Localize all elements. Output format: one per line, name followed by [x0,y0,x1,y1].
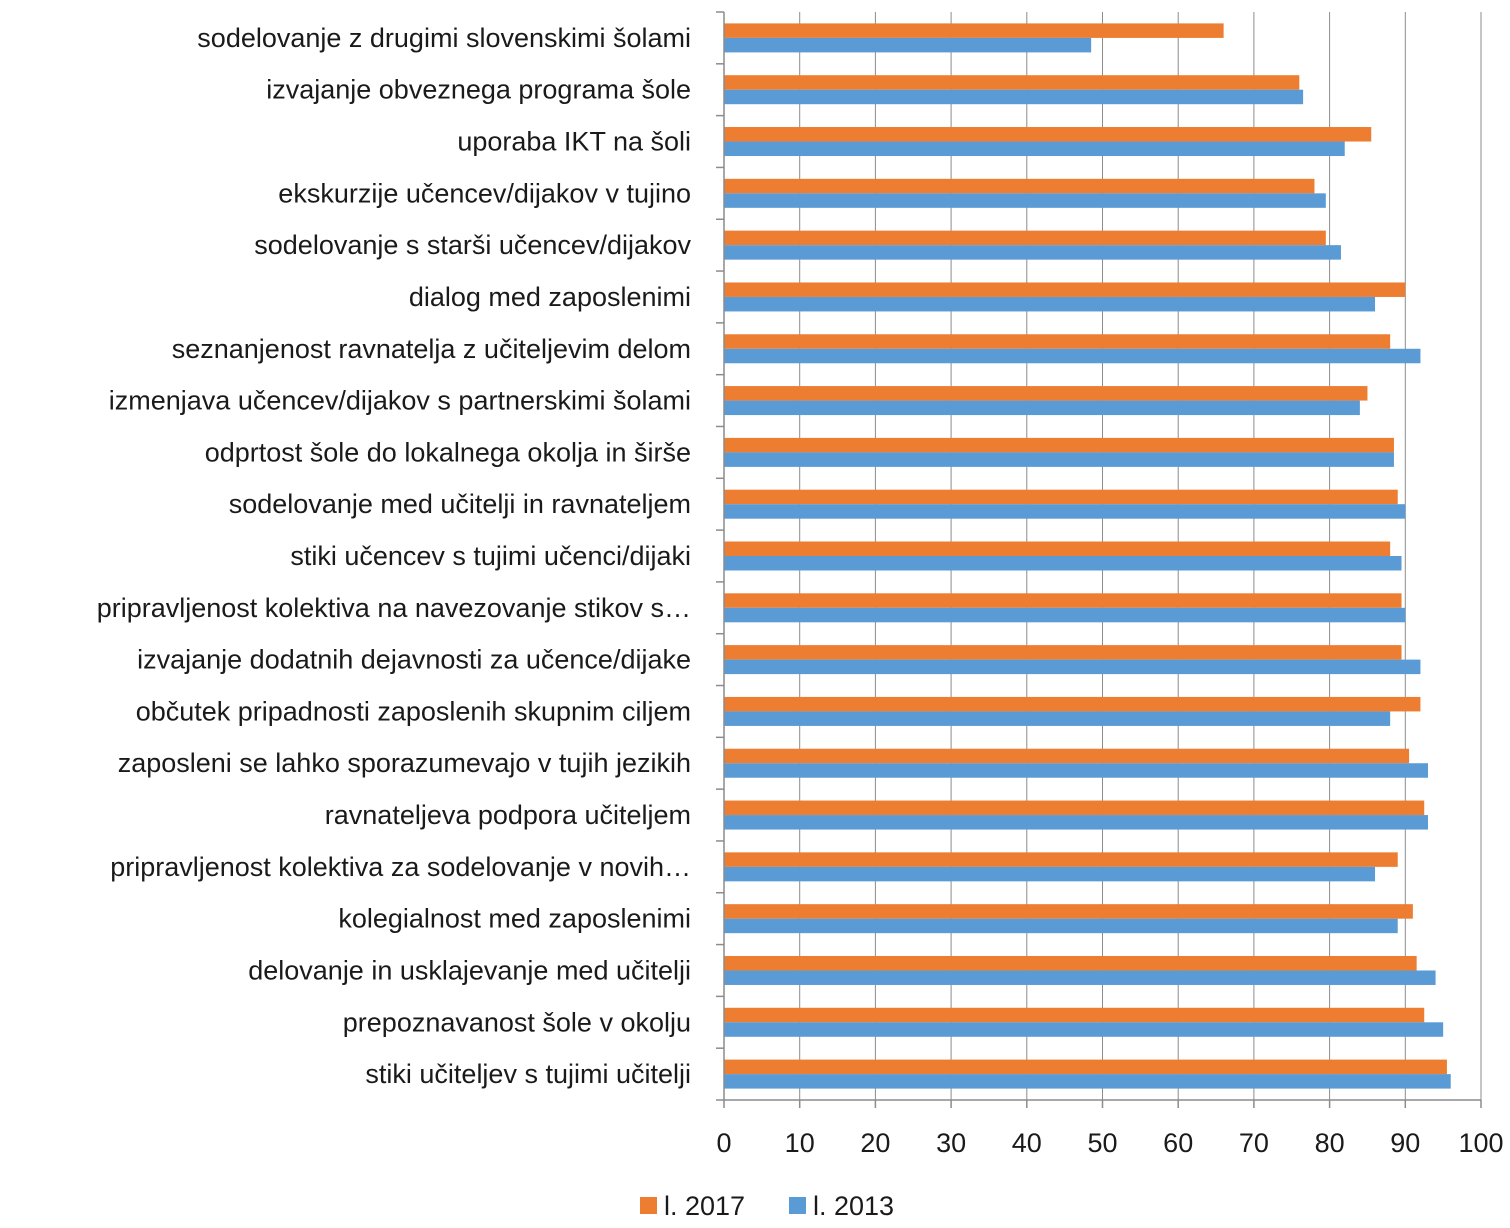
bar-series-1 [724,230,1326,246]
bar-series-1 [724,800,1425,816]
category-label: izmenjava učencev/dijakov s partnerskimi… [109,386,691,416]
category-label: izvajanje dodatnih dejavnosti za učence/… [137,645,691,675]
legend-label: l. 2013 [813,1191,894,1221]
legend-swatch [640,1197,657,1214]
axes [716,11,1482,1108]
bar-series-1 [724,75,1300,90]
x-tick-label: 80 [1315,1128,1345,1158]
bar-series-2 [724,348,1421,364]
category-label: sodelovanje z drugimi slovenskimi šolami [197,23,691,53]
bar-series-1 [724,593,1402,608]
bar-series-2 [724,1022,1444,1037]
legend-label: l. 2017 [664,1191,745,1221]
x-tick-labels: 0 10 20 30 40 50 60 70 80 90 100 [716,1128,1503,1158]
bar-series-1 [724,386,1368,401]
bar-series-2 [724,452,1394,467]
x-tick-label: 20 [860,1128,890,1158]
x-tick-label: 40 [1012,1128,1042,1158]
bar-series-2 [724,607,1406,623]
x-tick-label: 100 [1458,1128,1503,1158]
legend-swatch [789,1197,806,1214]
bar-series-2 [724,659,1421,675]
x-tick-label: 50 [1087,1128,1117,1158]
bar-series-2 [724,711,1391,726]
bar-series-1 [724,852,1398,867]
category-label: delovanje in usklajevanje med učitelji [248,955,691,985]
bar-series-2 [724,1074,1451,1089]
bar-series-2 [724,193,1326,208]
bar-series-2 [724,763,1429,778]
category-label: stiki učiteljev s tujimi učitelji [365,1059,691,1089]
bar-series-1 [724,645,1402,660]
bar-series-2 [724,970,1436,985]
bar-series-2 [724,37,1092,53]
legend: l. 2017 l. 2013 [640,1191,894,1221]
bar-series-1 [724,748,1410,764]
category-label: pripravljenost kolektiva za sodelovanje … [110,852,691,882]
bar-series-2 [724,504,1406,519]
bar-series-1 [724,282,1406,297]
x-tick-label: 60 [1163,1128,1193,1158]
category-label: uporaba IKT na šoli [457,127,691,157]
bar-series-1 [724,904,1413,919]
bar-series-1 [724,437,1394,453]
bar-series-2 [724,556,1402,571]
bar-series-1 [724,23,1224,38]
bars [724,23,1451,1089]
category-label: odprtost šole do lokalnega okolja in šir… [205,437,691,467]
bar-series-1 [724,1007,1425,1023]
bar-series-2 [724,245,1341,260]
bar-series-2 [724,400,1360,416]
bar-series-2 [724,141,1345,157]
category-label: sodelovanje s starši učencev/dijakov [254,230,691,260]
category-label: seznanjenost ravnatelja z učiteljevim de… [172,334,691,364]
category-label: ravnateljeva podpora učiteljem [325,800,691,830]
bar-series-2 [724,89,1304,105]
x-tick-label: 10 [785,1128,815,1158]
bar-series-2 [724,918,1398,934]
bar-series-2 [724,815,1429,830]
category-label: kolegialnost med zaposlenimi [338,904,691,934]
bar-series-1 [724,127,1372,142]
category-label: stiki učencev s tujimi učenci/dijaki [290,541,691,571]
x-tick-label: 70 [1239,1128,1269,1158]
category-label: zaposleni se lahko sporazumevajo v tujih… [118,748,691,778]
category-label: pripravljenost kolektiva na navezovanje … [97,593,691,623]
category-labels: sodelovanje z drugimi slovenskimi šolami… [97,23,692,1089]
category-label: dialog med zaposlenimi [409,282,691,312]
bar-series-1 [724,178,1315,194]
x-tick-label: 30 [936,1128,966,1158]
bar-series-1 [724,696,1421,712]
category-label: prepoznavanost šole v okolju [343,1007,691,1037]
category-label: sodelovanje med učitelji in ravnateljem [229,489,691,519]
x-tick-label: 0 [716,1128,731,1158]
bar-series-1 [724,1059,1447,1075]
bar-series-2 [724,866,1376,882]
bar-series-1 [724,541,1391,556]
bar-series-2 [724,296,1376,312]
bar-series-1 [724,955,1417,971]
bar-series-1 [724,334,1391,349]
bar-series-1 [724,489,1398,505]
category-label: občutek pripadnosti zaposlenih skupnim c… [136,696,691,726]
x-tick-label: 90 [1390,1128,1420,1158]
category-label: ekskurzije učencev/dijakov v tujino [278,178,691,208]
category-label: izvajanje obveznega programa šole [266,75,691,105]
